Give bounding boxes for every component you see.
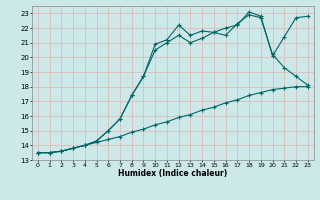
X-axis label: Humidex (Indice chaleur): Humidex (Indice chaleur) [118, 169, 228, 178]
